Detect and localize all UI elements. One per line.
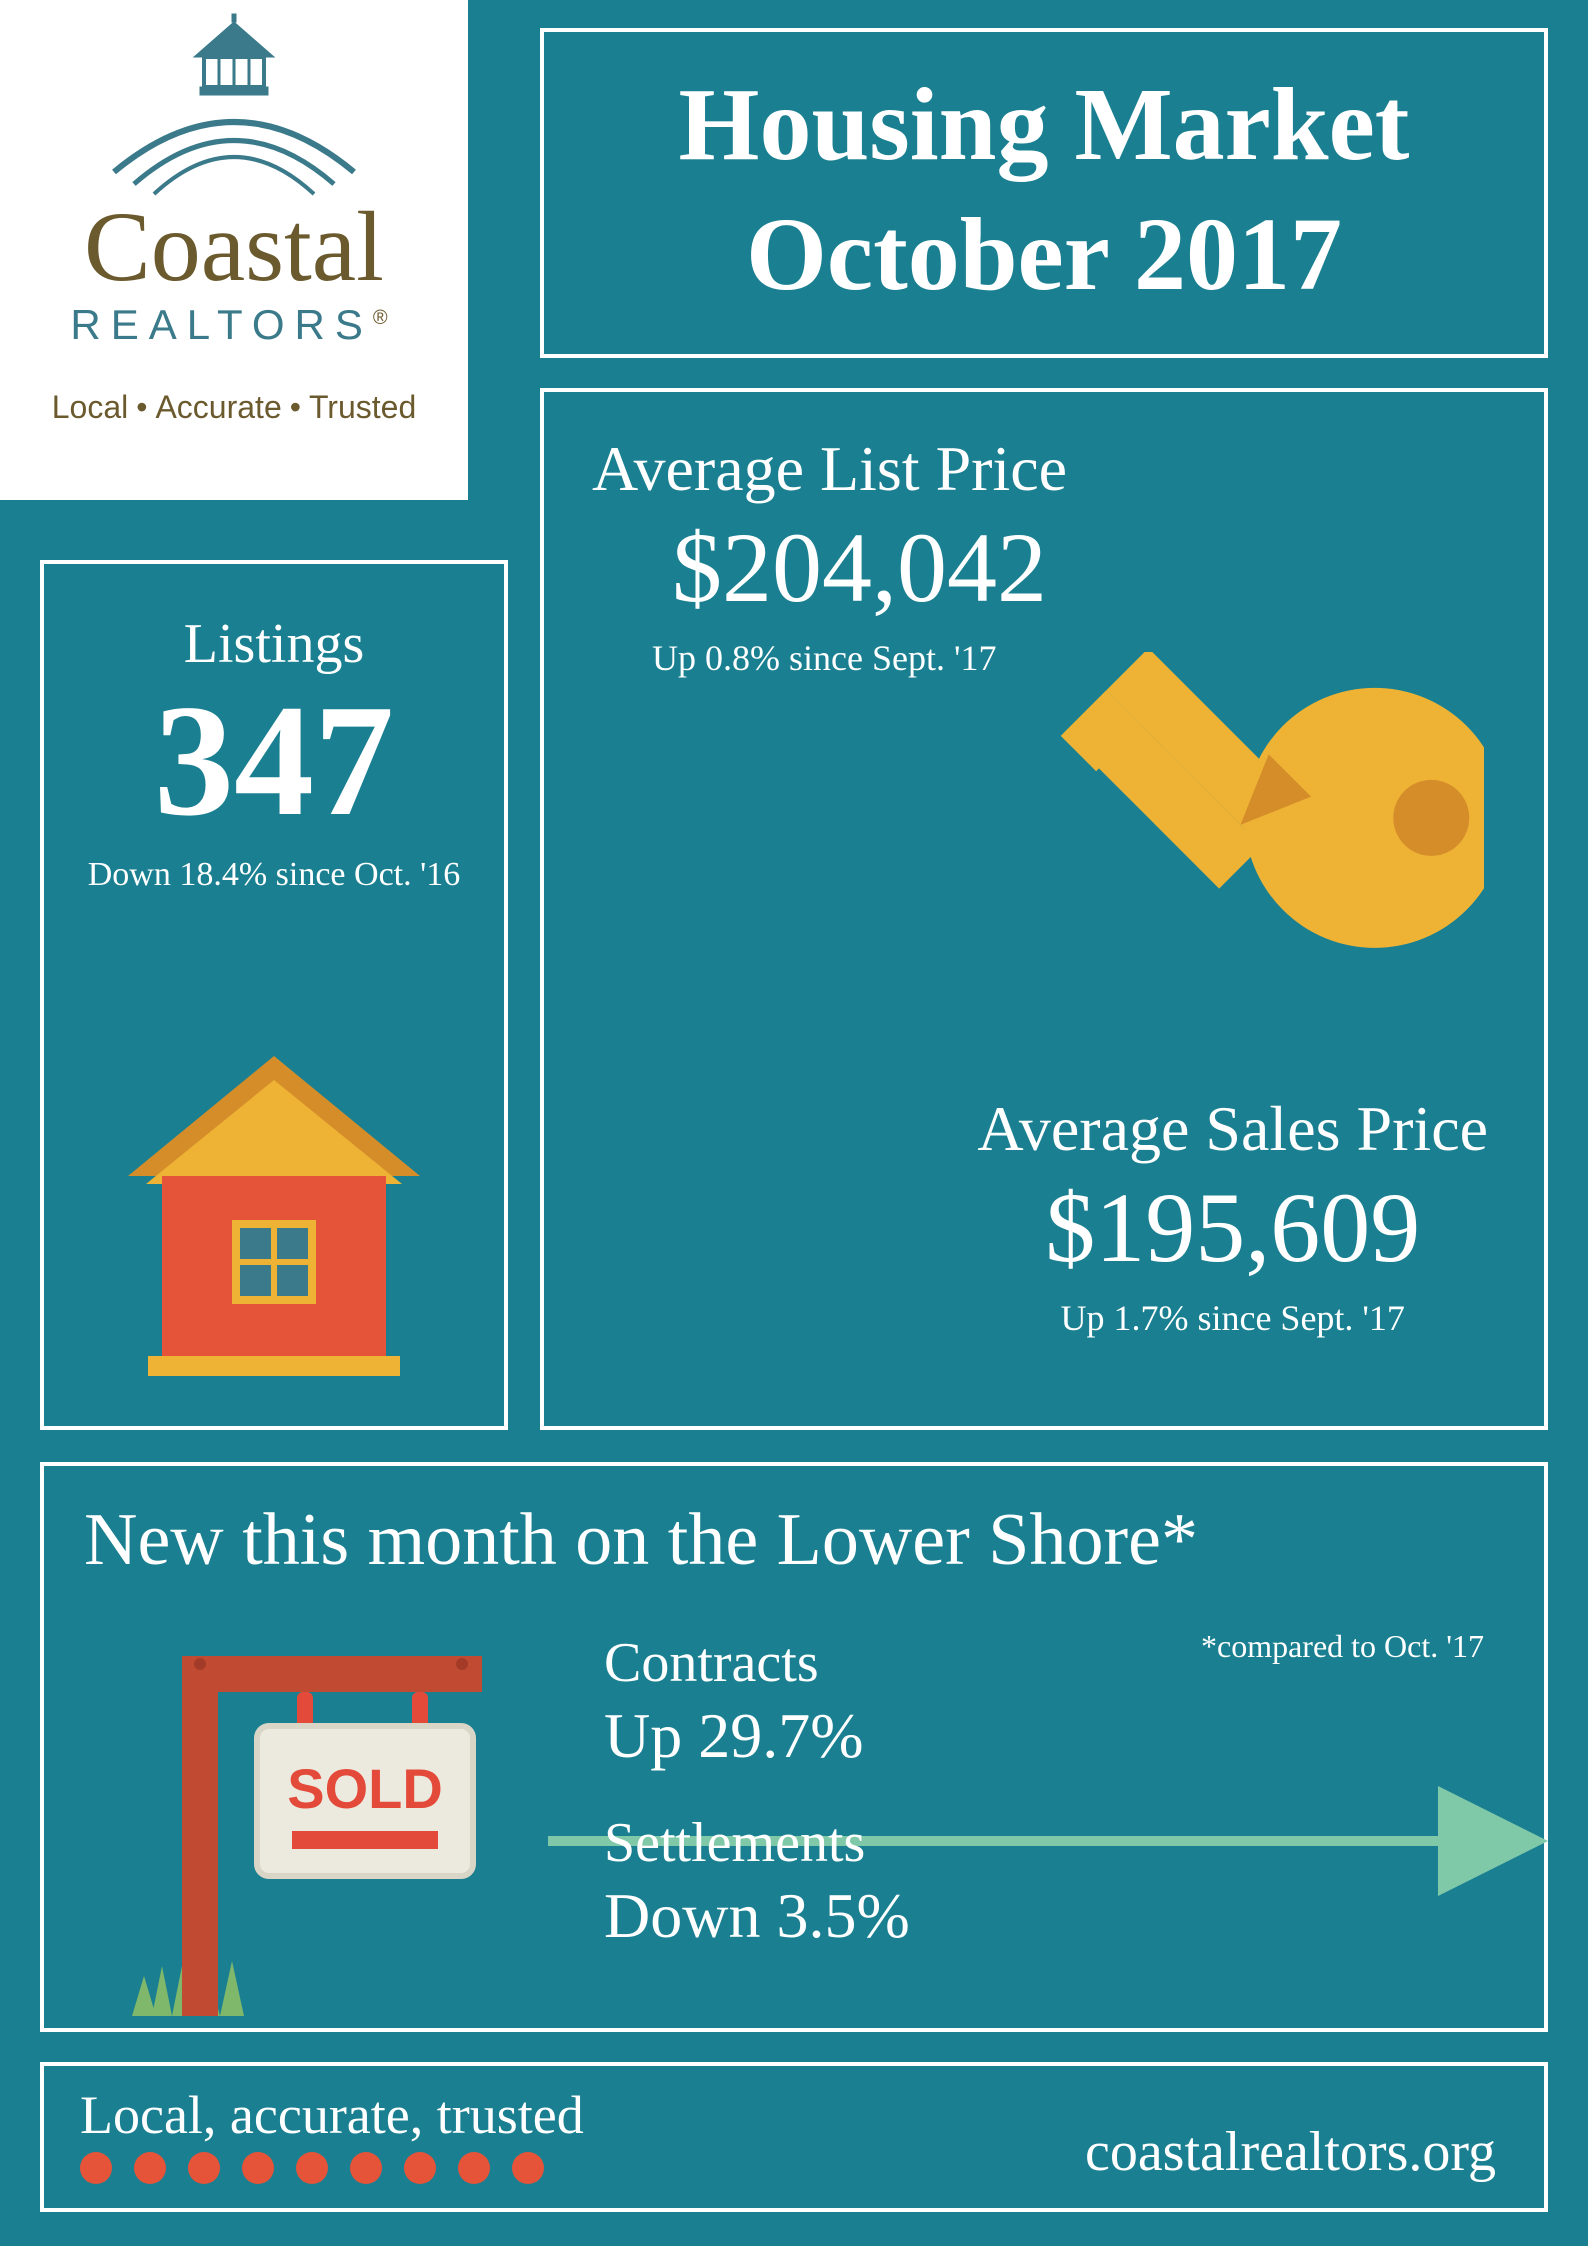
- key-icon: [1024, 652, 1484, 1092]
- footer-dot: [296, 2152, 328, 2184]
- logo-script-text: Coastal: [0, 197, 468, 297]
- footer-dot: [512, 2152, 544, 2184]
- tagline-local: Local: [52, 389, 129, 425]
- sold-sign-icon: SOLD: [92, 1636, 532, 2036]
- listings-panel: Listings 347 Down 18.4% since Oct. '16: [40, 560, 508, 1430]
- logo-tagline: Local•Accurate•Trusted: [0, 389, 468, 426]
- footer-dot: [404, 2152, 436, 2184]
- logo-panel: Coastal REALTORS® Local•Accurate•Trusted: [0, 0, 468, 500]
- contracts-value: Up 29.7%: [604, 1699, 910, 1773]
- sales-price-label: Average Sales Price: [977, 1092, 1488, 1166]
- sales-price-block: Average Sales Price $195,609 Up 1.7% sin…: [977, 1092, 1488, 1339]
- tagline-trusted: Trusted: [309, 389, 416, 425]
- logo-realtors-label: REALTORS: [70, 301, 373, 348]
- footer-url[interactable]: coastalrealtors.org: [1085, 2120, 1496, 2184]
- listings-change: Down 18.4% since Oct. '16: [44, 856, 504, 894]
- tagline-dot: •: [136, 389, 147, 425]
- tagline-dot: •: [290, 389, 301, 425]
- sold-text: SOLD: [287, 1757, 443, 1820]
- prices-panel: Average List Price $204,042 Up 0.8% sinc…: [540, 388, 1548, 1430]
- lower-note: *compared to Oct. '17: [1201, 1628, 1484, 1665]
- settlements-label: Settlements: [604, 1811, 910, 1875]
- lower-shore-panel: New this month on the Lower Shore* *comp…: [40, 1462, 1548, 2032]
- title-line2: October 2017: [544, 190, 1544, 320]
- lower-stats: Contracts Up 29.7% Settlements Down 3.5%: [604, 1631, 910, 1991]
- settlements-value: Down 3.5%: [604, 1879, 910, 1953]
- footer-dot: [458, 2152, 490, 2184]
- house-icon: [104, 1056, 444, 1386]
- logo-registered-mark: ®: [373, 307, 398, 329]
- sales-price-value: $195,609: [977, 1170, 1488, 1285]
- lower-title: New this month on the Lower Shore*: [84, 1498, 1504, 1583]
- logo-realtors-text: REALTORS®: [0, 301, 468, 349]
- list-price-label: Average List Price: [592, 432, 1496, 506]
- footer-dots: [80, 2152, 544, 2184]
- footer-dot: [242, 2152, 274, 2184]
- footer-panel: Local, accurate, trusted coastalrealtors…: [40, 2062, 1548, 2212]
- contracts-label: Contracts: [604, 1631, 910, 1695]
- footer-dot: [134, 2152, 166, 2184]
- tagline-accurate: Accurate: [155, 389, 281, 425]
- footer-dot: [350, 2152, 382, 2184]
- list-price-block: Average List Price $204,042 Up 0.8% sinc…: [592, 432, 1496, 679]
- listings-value: 347: [44, 676, 504, 844]
- footer-dot: [188, 2152, 220, 2184]
- list-price-value: $204,042: [672, 510, 1496, 625]
- listings-label: Listings: [44, 612, 504, 676]
- logo-lighthouse-icon: [84, 12, 384, 212]
- footer-dot: [80, 2152, 112, 2184]
- title-panel: Housing Market October 2017: [540, 28, 1548, 358]
- title-line1: Housing Market: [544, 60, 1544, 190]
- sales-price-change: Up 1.7% since Sept. '17: [977, 1297, 1488, 1339]
